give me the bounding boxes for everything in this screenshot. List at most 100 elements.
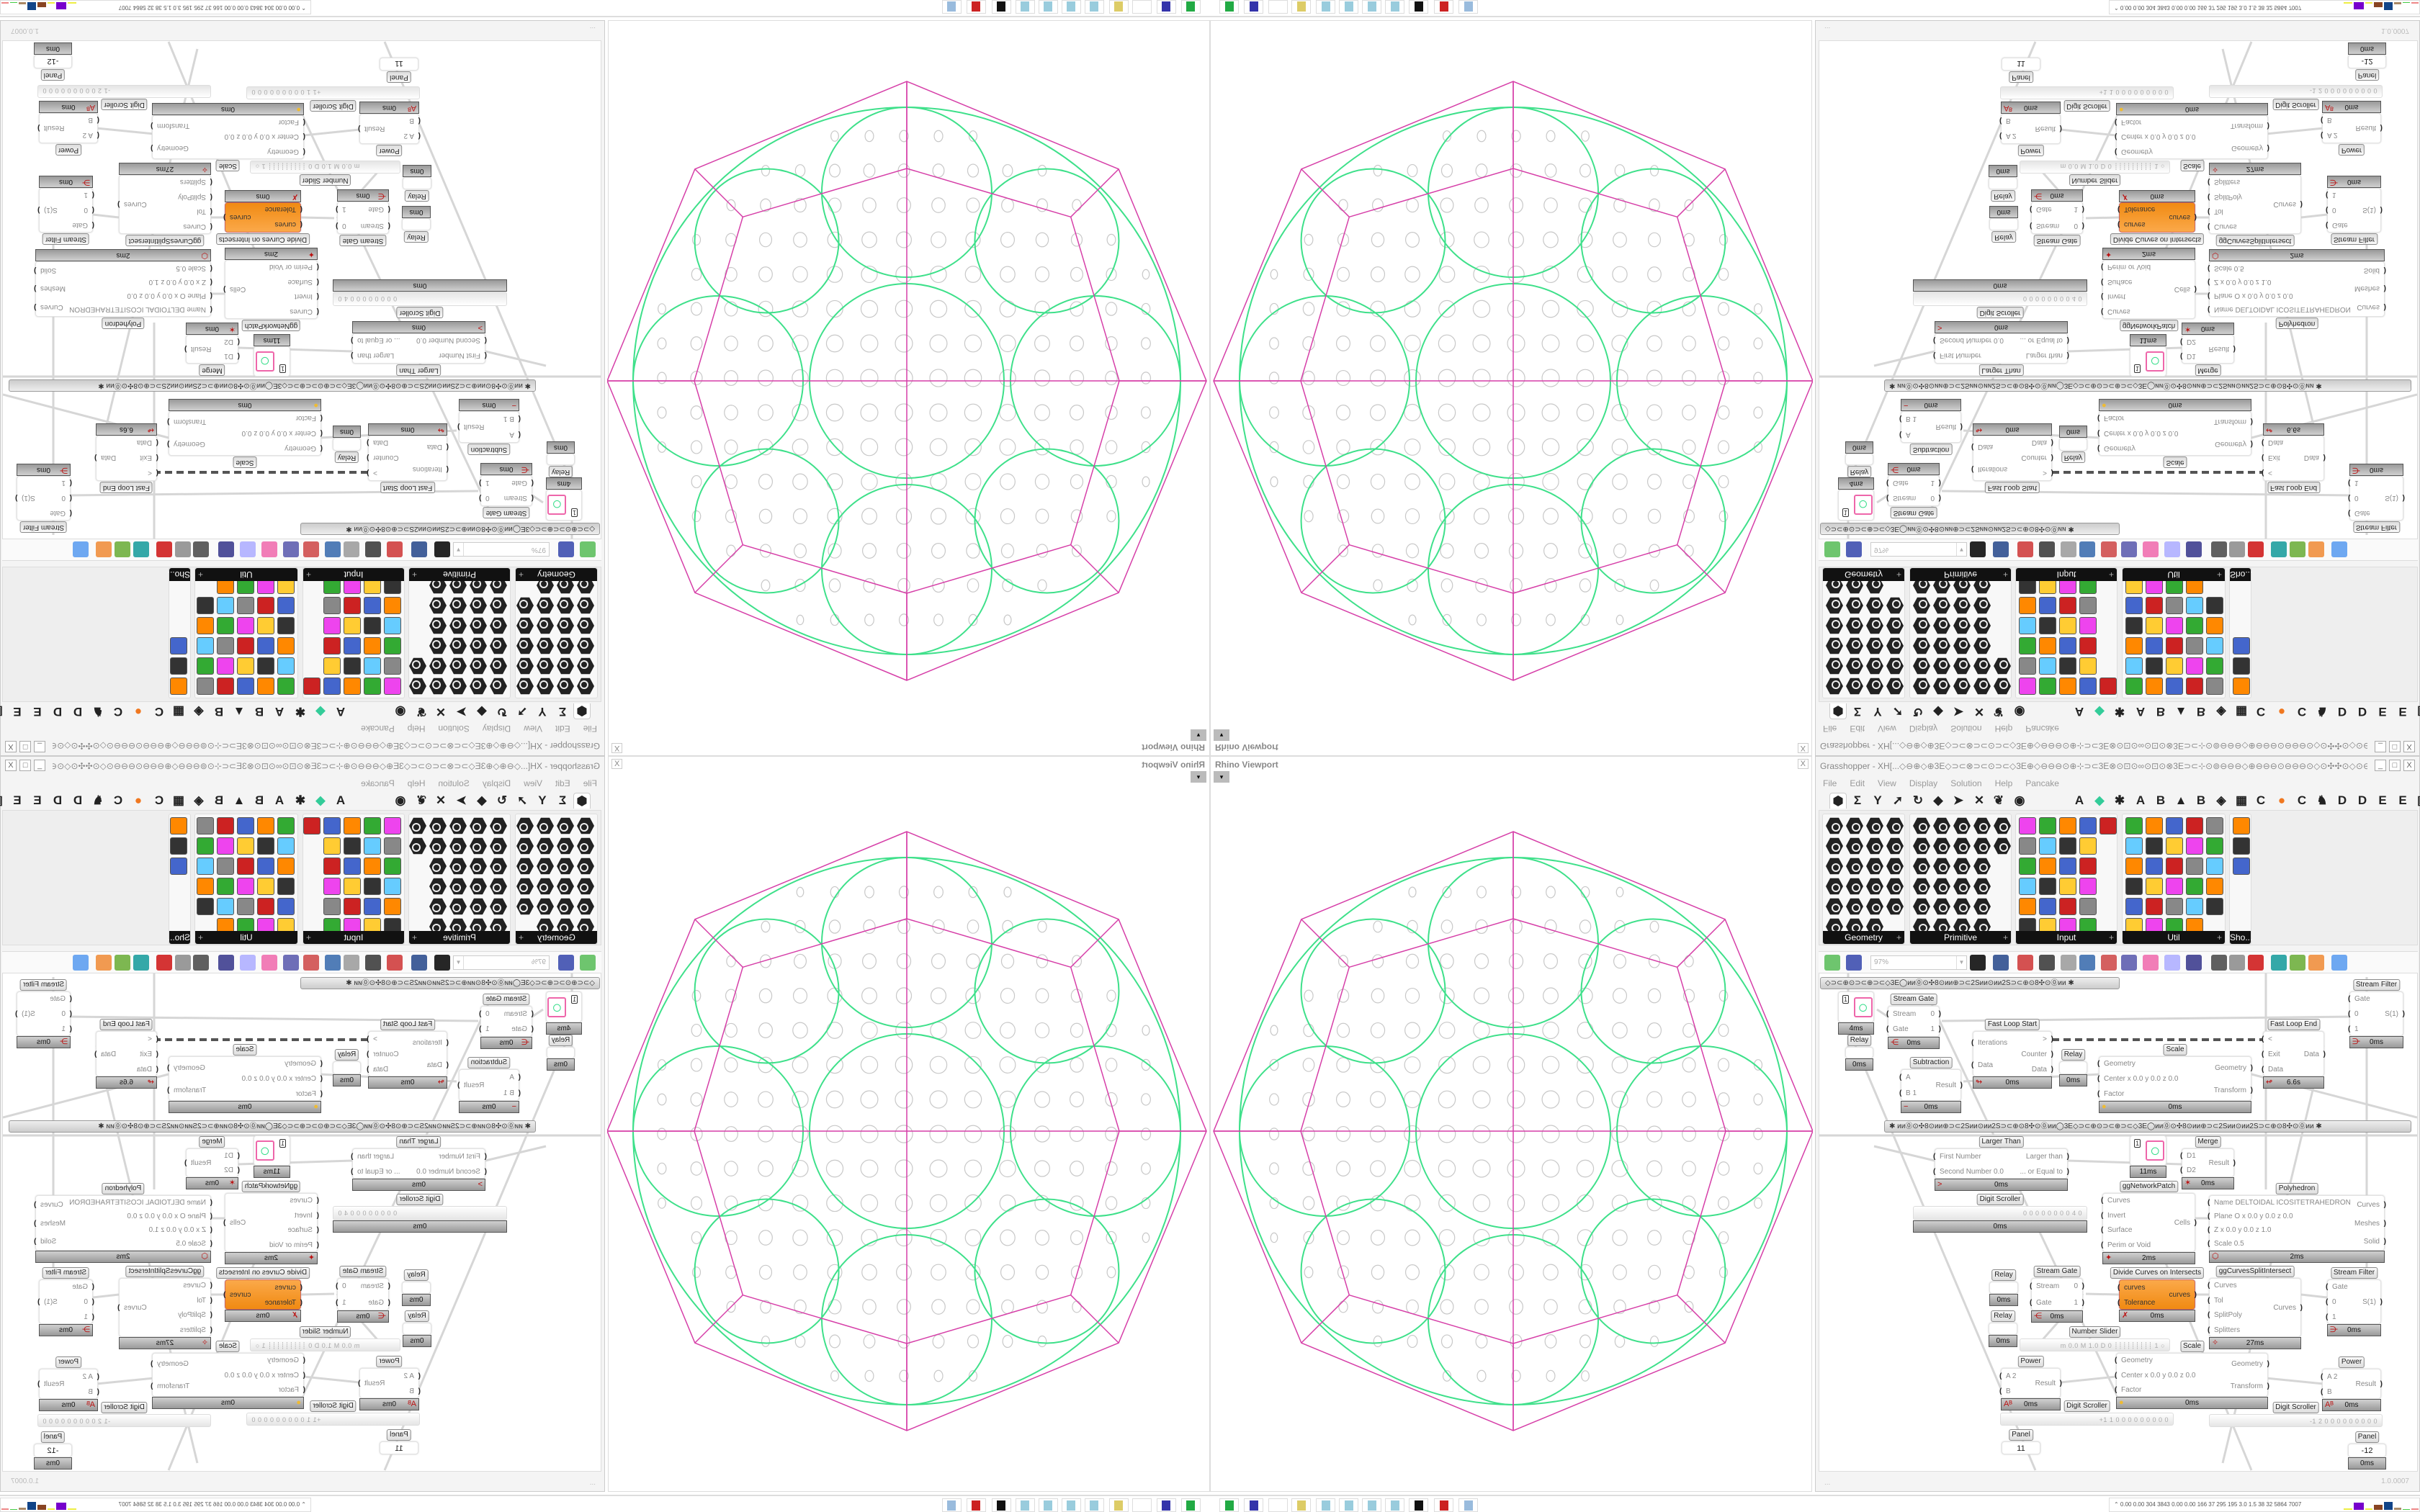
component-icon[interactable] — [323, 597, 341, 614]
bug-icon[interactable] — [365, 541, 381, 557]
component-icon[interactable] — [384, 678, 401, 695]
tab-icon[interactable]: ◆ — [1933, 793, 1943, 807]
input-port[interactable]: Center x 0.0 y 0.0 z 0.0 — [2121, 133, 2195, 141]
tab-7[interactable]: ◈ — [194, 705, 204, 719]
output-port[interactable]: Meshes — [40, 1220, 66, 1228]
zoom-extents-icon[interactable] — [434, 541, 450, 557]
component-icon[interactable] — [384, 597, 401, 614]
output-port[interactable]: Result — [1936, 1081, 1963, 1089]
input-port[interactable]: Name DELTOIDAL ICOSITETRAHEDRON — [69, 305, 206, 313]
save-icon[interactable] — [1846, 541, 1862, 557]
scale1-component[interactable]: GeometryCenter x 0.0 y 0.0 z 0.0FactorGe… — [169, 1056, 321, 1101]
output-port[interactable]: 0 — [485, 1010, 490, 1018]
relay3-label[interactable]: Relay — [1991, 231, 2016, 243]
teal-shape-icon[interactable] — [2271, 955, 2287, 971]
menu-view[interactable]: View — [1878, 724, 1896, 734]
blue-sphere-icon[interactable] — [73, 955, 89, 971]
input-port[interactable]: First Number — [1940, 352, 1981, 360]
input-port[interactable]: Plane O x 0.0 y 0.0 z 0.0 — [2208, 1212, 2293, 1220]
component-icon[interactable] — [1886, 898, 1904, 915]
bug-icon[interactable] — [365, 955, 381, 971]
red-app-icon[interactable] — [967, 1498, 986, 1512]
component-icon[interactable] — [364, 597, 381, 614]
input-port[interactable]: Center x 0.0 y 0.0 z 0.0 — [242, 429, 316, 437]
component-icon[interactable] — [1846, 858, 1863, 875]
zoom-field[interactable]: 97% ▼ — [1870, 955, 1967, 970]
largerthan-label[interactable]: Larger Than — [396, 364, 442, 376]
input-port[interactable]: Data — [137, 439, 152, 447]
output-port[interactable]: Result — [2035, 125, 2056, 132]
group-bar[interactable]: ◇⊃⊂⊕⊙⊃⊂⊕⊃⊂◇3E◯ᴎᴎ⓪⊙✣8⊙ᴎᴎ⊕⊃⊂2Sᴎᴎ⊙ᴎᴎ2S⊃⊂⊕⊙8… — [1820, 977, 2120, 989]
merge-label[interactable]: Merge — [199, 1136, 225, 1148]
digitscroller1-value[interactable]: 0 0 0 0 0 0 0 0 4 0 — [338, 295, 398, 302]
component-icon[interactable] — [2019, 657, 2036, 675]
preview2-component[interactable]: 1 ○ — [2130, 1135, 2166, 1166]
notepad-icon[interactable] — [1062, 1498, 1081, 1512]
input-port[interactable]: Factor — [2097, 1090, 2124, 1098]
component-icon[interactable] — [516, 898, 534, 915]
input-port[interactable]: Splitters — [2214, 178, 2240, 186]
input-port[interactable]: A — [509, 1074, 514, 1081]
component-icon[interactable] — [277, 878, 295, 895]
relay4-label[interactable]: Relay — [405, 1310, 429, 1322]
tab-0[interactable]: A — [2074, 705, 2084, 719]
output-port[interactable]: Data — [2032, 439, 2047, 447]
component-icon[interactable] — [384, 858, 401, 875]
tab-4[interactable]: B — [254, 705, 264, 719]
new-file-icon[interactable] — [1824, 955, 1840, 971]
zoom-field[interactable]: 97% ▼ — [453, 955, 550, 970]
input-port[interactable]: Exit — [140, 454, 152, 462]
input-port[interactable]: Gate — [2332, 221, 2348, 229]
component-icon[interactable] — [516, 837, 534, 855]
scale2-component[interactable]: GeometryCenter x 0.0 y 0.0 z 0.0FactorGe… — [2116, 115, 2268, 159]
component-icon[interactable] — [2206, 617, 2223, 634]
output-port[interactable]: Meshes — [40, 285, 66, 293]
component-icon[interactable] — [2079, 878, 2097, 895]
rhino-viewport[interactable]: Rhino Viewport X ▾ — [607, 756, 1210, 1492]
dcoi-label[interactable]: Divide Curves on Intersects — [2110, 233, 2205, 245]
component-icon[interactable] — [429, 898, 447, 915]
component-icon[interactable] — [323, 678, 341, 695]
fastloopend-label[interactable]: Fast Loop End — [99, 1019, 153, 1030]
fastloopend-label[interactable]: Fast Loop End — [2267, 482, 2321, 493]
component-icon[interactable] — [516, 817, 534, 834]
teal-shape-icon[interactable] — [2271, 541, 2287, 557]
component-icon[interactable] — [344, 817, 361, 834]
tab-icon[interactable]: ◉ — [2014, 793, 2025, 807]
component-icon[interactable] — [577, 858, 594, 875]
gha-icon[interactable] — [2079, 541, 2095, 557]
group-bar[interactable]: ◇⊃⊂⊕⊙⊃⊂⊕⊃⊂◇3E◯ᴎᴎ⓪⊙✣8⊙ᴎᴎ⊕⊃⊂2Sᴎᴎ⊙ᴎᴎ2S⊃⊂⊕⊙8… — [300, 977, 600, 989]
digitscroller2-value[interactable]: +1 1 0 0 0 0 0 0 0 0 0 — [2099, 1416, 2169, 1423]
dcoi-component[interactable]: curvesTolerancecurves — [225, 202, 301, 233]
component-icon[interactable] — [197, 597, 214, 614]
input-port[interactable]: B — [2327, 117, 2332, 125]
input-port[interactable]: Data — [427, 1061, 442, 1069]
relay2-component[interactable] — [333, 1061, 361, 1074]
relay2-label[interactable]: Relay — [2061, 451, 2086, 463]
input-port[interactable]: Z x 0.0 y 0.0 z 1.0 — [149, 278, 206, 286]
component-icon[interactable] — [490, 637, 507, 654]
digitscroller3-component[interactable]: -1 2 0 0 0 0 0 0 0 0 0 — [2209, 1414, 2383, 1427]
input-port[interactable]: Tolerance — [265, 206, 296, 214]
relay2-component[interactable] — [333, 438, 361, 451]
tab-3[interactable]: A — [2136, 705, 2146, 719]
component-icon[interactable] — [1846, 617, 1863, 634]
output-port[interactable]: Geometry — [2231, 1360, 2269, 1368]
input-port[interactable]: Geometry — [267, 148, 299, 156]
tab-16[interactable]: E — [13, 793, 22, 807]
component-icon[interactable] — [516, 617, 534, 634]
save-icon[interactable] — [1846, 955, 1862, 971]
digitscroller3-component[interactable]: -1 2 0 0 0 0 0 0 0 0 0 — [37, 85, 211, 98]
menu-display[interactable]: Display — [1909, 724, 1938, 734]
output-port[interactable]: Geometry — [157, 144, 189, 152]
input-port[interactable]: 1 — [2354, 479, 2359, 487]
shaded-icon[interactable] — [2211, 541, 2227, 557]
component-icon[interactable] — [1953, 837, 1971, 855]
tab-8[interactable]: ▦ — [172, 705, 185, 719]
component-icon[interactable] — [577, 597, 594, 614]
component-icon[interactable] — [1826, 637, 1843, 654]
component-icon[interactable] — [170, 817, 187, 834]
zoom-extents-icon[interactable] — [434, 955, 450, 971]
input-port[interactable]: Surface — [2107, 278, 2132, 286]
input-port[interactable]: Curves — [2214, 222, 2237, 230]
